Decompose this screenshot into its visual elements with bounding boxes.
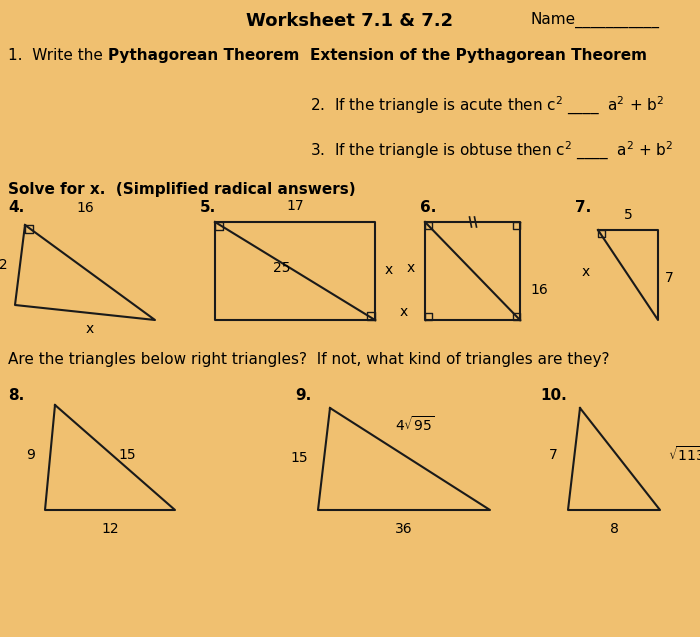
Text: Extension of the Pythagorean Theorem: Extension of the Pythagorean Theorem [310, 48, 647, 63]
Text: Pythagorean Theorem: Pythagorean Theorem [108, 48, 300, 63]
Text: 15: 15 [118, 448, 136, 462]
Text: 16: 16 [76, 201, 94, 215]
Text: Are the triangles below right triangles?  If not, what kind of triangles are the: Are the triangles below right triangles?… [8, 352, 610, 367]
Text: 12: 12 [0, 258, 8, 272]
Text: 7: 7 [550, 448, 558, 462]
Text: 36: 36 [395, 522, 413, 536]
Text: 25: 25 [273, 261, 290, 275]
Text: Solve for x.  (Simplified radical answers): Solve for x. (Simplified radical answers… [8, 182, 356, 197]
Text: $\sqrt{113}$: $\sqrt{113}$ [668, 445, 700, 464]
Text: 10.: 10. [540, 388, 567, 403]
Text: 4$\sqrt{95}$: 4$\sqrt{95}$ [395, 415, 435, 434]
Text: 3.  If the triangle is obtuse then c$^2$ ____  a$^2$ + b$^2$: 3. If the triangle is obtuse then c$^2$ … [310, 140, 673, 162]
Text: 8: 8 [610, 522, 618, 536]
Text: 9: 9 [26, 448, 35, 462]
Text: 5: 5 [624, 208, 632, 222]
Text: 2.  If the triangle is acute then c$^2$ ____  a$^2$ + b$^2$: 2. If the triangle is acute then c$^2$ _… [310, 95, 664, 117]
Text: 7: 7 [665, 271, 673, 285]
Text: x: x [86, 322, 94, 336]
Text: x: x [582, 265, 590, 279]
Text: Worksheet 7.1 & 7.2: Worksheet 7.1 & 7.2 [246, 12, 454, 30]
Text: 6.: 6. [420, 200, 436, 215]
Text: 7.: 7. [575, 200, 592, 215]
Text: 15: 15 [290, 451, 308, 465]
Text: x: x [385, 263, 393, 277]
Text: 16: 16 [530, 283, 547, 297]
Text: 4.: 4. [8, 200, 25, 215]
Text: Name___________: Name___________ [530, 12, 659, 28]
Text: 12: 12 [102, 522, 119, 536]
Text: 8.: 8. [8, 388, 25, 403]
Text: x: x [400, 305, 408, 319]
Text: x: x [407, 261, 415, 275]
Text: 5.: 5. [200, 200, 216, 215]
Text: 1.  Write the: 1. Write the [8, 48, 108, 63]
Text: 9.: 9. [295, 388, 312, 403]
Text: 17: 17 [286, 199, 304, 213]
